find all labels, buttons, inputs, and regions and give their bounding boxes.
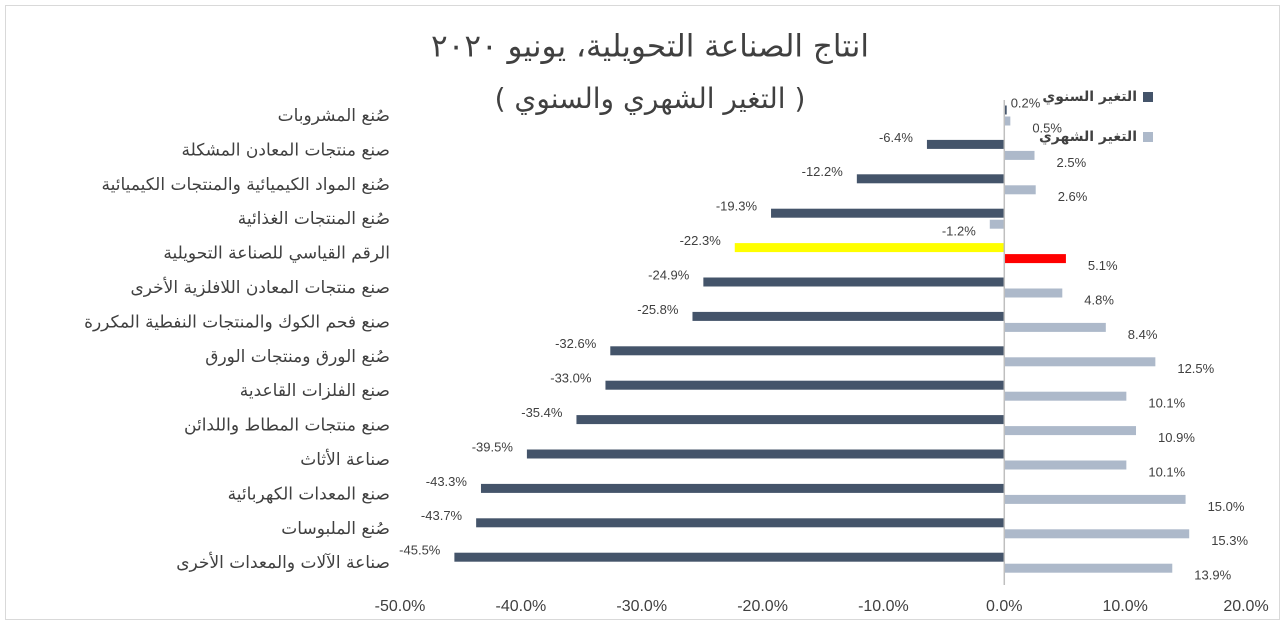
legend-swatch: [1143, 132, 1153, 142]
category-label: صناعة الأثاث: [300, 449, 390, 470]
x-tick-label: -10.0%: [858, 598, 909, 615]
value-label: 2.6%: [1058, 189, 1088, 204]
bar: [610, 346, 1005, 356]
value-label: 8.4%: [1128, 327, 1158, 342]
value-label: 0.5%: [1032, 120, 1062, 135]
category-label: صنع فحم الكوك والمنتجات النفطية المكررة: [84, 312, 390, 332]
value-label: -22.3%: [680, 233, 722, 248]
bar: [1004, 105, 1007, 115]
category-label: صُنع الملبوسات: [281, 519, 390, 539]
bar: [1004, 391, 1127, 401]
x-tick-label: -20.0%: [737, 598, 788, 615]
bar: [989, 219, 1005, 229]
value-label: -6.4%: [879, 130, 913, 145]
bar: [1004, 563, 1173, 573]
x-tick-label: 20.0%: [1223, 598, 1268, 615]
legend-label: التغير السنوي: [1042, 89, 1137, 106]
x-tick-label: -50.0%: [375, 598, 426, 615]
category-label: صنع منتجات المعادن اللافلزية الأخرى: [130, 277, 390, 298]
value-label: 4.8%: [1084, 292, 1114, 307]
bar: [692, 311, 1005, 321]
value-label: -12.2%: [802, 164, 844, 179]
bar: [1004, 357, 1156, 367]
bar: [476, 518, 1005, 528]
bar: [454, 552, 1005, 562]
bar: [926, 139, 1005, 149]
chart-border: [5, 5, 1280, 620]
value-label: 2.5%: [1057, 155, 1087, 170]
x-tick-label: 10.0%: [1102, 598, 1147, 615]
value-label: -32.6%: [555, 336, 597, 351]
chart-subtitle: ( التغير الشهري والسنوي ): [495, 82, 806, 115]
value-label: 10.1%: [1148, 396, 1185, 411]
bar: [703, 277, 1005, 287]
bar: [1004, 254, 1066, 264]
bar: [576, 415, 1005, 425]
bar: [734, 243, 1005, 253]
bar: [1004, 322, 1106, 332]
category-label: صناعة الآلات والمعدات الأخرى: [176, 552, 390, 573]
value-label: -35.4%: [521, 405, 563, 420]
bar: [526, 449, 1005, 459]
value-label: -43.3%: [426, 474, 468, 489]
legend-label: التغير الشهري: [1039, 129, 1137, 146]
value-label: 15.0%: [1208, 499, 1245, 514]
value-label: 10.1%: [1148, 464, 1185, 479]
x-tick-label: -30.0%: [616, 598, 667, 615]
category-label: صُنع الورق ومنتجات الورق: [205, 347, 390, 367]
bar: [605, 380, 1005, 390]
value-label: -19.3%: [716, 199, 758, 214]
chart-title: انتاج الصناعة التحويلية، يونيو ٢٠٢٠: [431, 29, 869, 65]
category-label: صُنع المواد الكيميائية والمنتجات الكيميا…: [102, 175, 390, 195]
legend-swatch: [1143, 92, 1153, 102]
value-label: -1.2%: [942, 224, 976, 239]
category-label: صُنع المنتجات الغذائية: [238, 209, 390, 229]
category-label: صنع المعدات الكهربائية: [228, 484, 390, 504]
value-label: -33.0%: [550, 371, 592, 386]
value-label: -45.5%: [399, 543, 441, 558]
category-label: الرقم القياسي للصناعة التحويلية: [163, 244, 390, 264]
x-tick-label: -40.0%: [496, 598, 547, 615]
value-label: -39.5%: [472, 439, 514, 454]
value-label: -43.7%: [421, 508, 463, 523]
bar: [1004, 494, 1186, 504]
bar: [1004, 460, 1127, 470]
value-label: -24.9%: [648, 267, 690, 282]
bar: [1004, 426, 1137, 436]
category-label: صُنع المشروبات: [278, 106, 390, 126]
value-label: 5.1%: [1088, 258, 1118, 273]
bar: [771, 208, 1005, 218]
bar: [1004, 288, 1063, 298]
bar: [1004, 116, 1011, 126]
bar: [1004, 150, 1035, 160]
bar: [856, 174, 1005, 184]
category-label: صنع الفلزات القاعدية: [240, 381, 390, 401]
x-tick-label: 0.0%: [986, 598, 1022, 615]
category-label: صنع منتجات المطاط واللدائن: [184, 416, 390, 436]
value-label: 10.9%: [1158, 430, 1195, 445]
value-label: -25.8%: [637, 302, 679, 317]
value-label: 12.5%: [1177, 361, 1214, 376]
value-label: 13.9%: [1194, 568, 1231, 583]
value-label: 15.3%: [1211, 533, 1248, 548]
bar: [1004, 185, 1036, 195]
value-label: 0.2%: [1011, 95, 1041, 110]
bar: [480, 483, 1005, 493]
category-label: صنع منتجات المعادن المشكلة: [181, 140, 390, 160]
bar: [1004, 529, 1190, 539]
